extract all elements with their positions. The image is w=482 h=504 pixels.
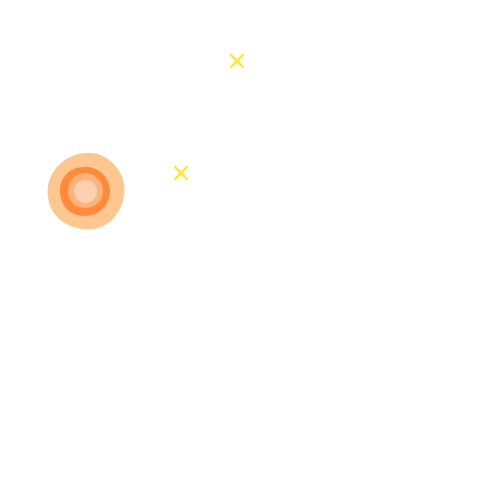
x-mark-icon xyxy=(229,53,245,69)
player-blob xyxy=(47,152,125,230)
blob-core xyxy=(74,180,97,203)
x-mark-icon xyxy=(173,165,189,181)
